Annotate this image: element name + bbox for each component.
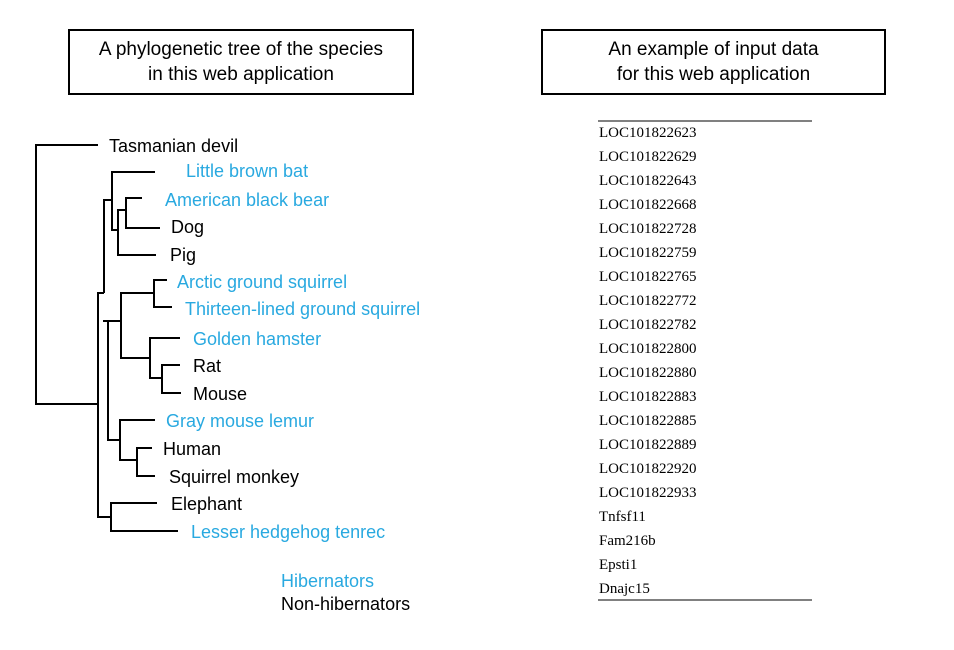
gene-id: LOC101822782 [599,317,697,333]
species-label: Dog [171,217,205,237]
species-label: Tasmanian devil [109,136,239,156]
gene-id: Fam216b [599,533,656,549]
input-title-line1: An example of input data [608,39,819,60]
gene-id: LOC101822623 [599,125,697,141]
species-label: Golden hamster [193,329,322,349]
tree-title-box: A phylogenetic tree of the species in th… [68,29,414,95]
species-label: Thirteen-lined ground squirrel [185,299,421,319]
gene-id: LOC101822883 [599,389,697,405]
gene-id: LOC101822920 [599,461,697,477]
input-title-line2: for this web application [616,64,811,85]
gene-id: LOC101822880 [599,365,697,381]
species-label: Pig [170,245,197,265]
legend-non-hibernators: Non-hibernators [281,594,411,614]
species-label: Mouse [193,384,248,404]
species-label: Little brown bat [186,161,309,181]
gene-id: Tnfsf11 [599,509,646,525]
gene-id: LOC101822759 [599,245,697,261]
species-label: Gray mouse lemur [166,411,315,431]
species-label: Elephant [171,494,243,514]
legend-hibernators: Hibernators [281,571,375,591]
gene-id: LOC101822885 [599,413,697,429]
gene-id: LOC101822765 [599,269,697,285]
species-label: Rat [193,356,222,376]
gene-id: LOC101822643 [599,173,697,189]
input-title-box: An example of input data for this web ap… [541,29,886,95]
gene-id: LOC101822933 [599,485,697,501]
species-label: American black bear [165,190,330,210]
gene-id: LOC101822800 [599,341,697,357]
species-label: Human [163,439,222,459]
gene-id: LOC101822772 [599,293,697,309]
species-label: Arctic ground squirrel [177,272,348,292]
tree-title-line2: in this web application [148,64,334,85]
gene-id: LOC101822668 [599,197,697,213]
gene-id: LOC101822728 [599,221,697,237]
gene-id: LOC101822629 [599,149,697,165]
gene-id: LOC101822889 [599,437,697,453]
gene-id: Epsti1 [599,557,638,573]
gene-id: Dnajc15 [599,581,650,597]
species-label: Squirrel monkey [169,467,300,487]
tree-title-line1: A phylogenetic tree of the species [98,39,384,60]
species-label: Lesser hedgehog tenrec [191,522,386,542]
